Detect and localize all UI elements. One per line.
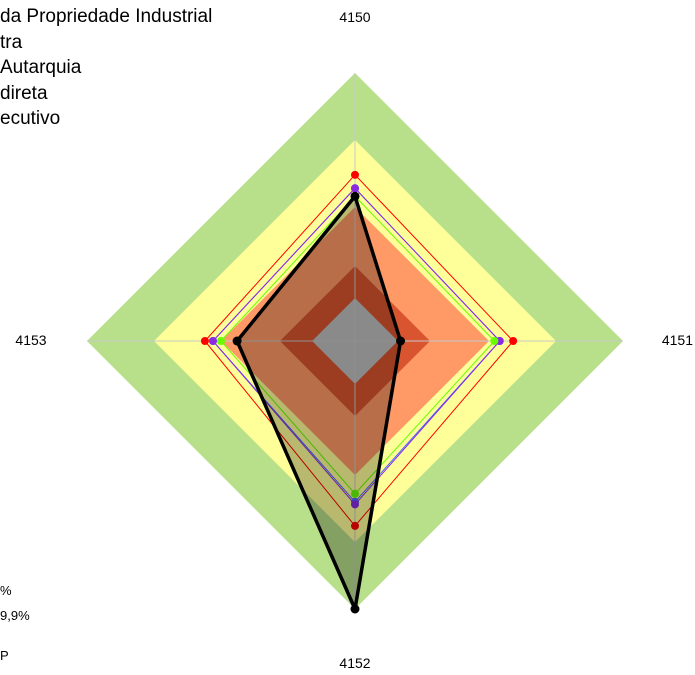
- legend-fragment: %: [0, 583, 12, 598]
- legend-fragment: 9,9%: [0, 608, 30, 623]
- legend: da Propriedade Industrial tra Autarquia …: [0, 4, 212, 132]
- series-point-4-4150: [351, 192, 360, 201]
- series-point-3-4151: [490, 337, 498, 345]
- legend-line: Autarquia: [0, 55, 212, 81]
- legend-fragment: P: [0, 648, 9, 663]
- legend-line: ecutivo: [0, 106, 212, 132]
- axis-label-4150: 4150: [339, 9, 370, 25]
- axis-label-4152: 4152: [339, 655, 370, 671]
- series-point-2-4150: [351, 184, 359, 192]
- axis-label-4153: 4153: [15, 332, 46, 348]
- series-point-4-4151: [396, 337, 405, 346]
- legend-line: direta: [0, 81, 212, 107]
- legend-line: da Propriedade Industrial: [0, 4, 212, 30]
- series-point-0-4153: [201, 337, 209, 345]
- axis-label-4151: 4151: [662, 332, 693, 348]
- series-point-2-4153: [209, 337, 217, 345]
- series-point-4-4152: [351, 605, 360, 614]
- legend-line: tra: [0, 30, 212, 56]
- series-point-4-4153: [233, 337, 242, 346]
- series-point-0-4150: [351, 171, 359, 179]
- series-point-3-4153: [217, 337, 225, 345]
- series-point-0-4151: [509, 337, 517, 345]
